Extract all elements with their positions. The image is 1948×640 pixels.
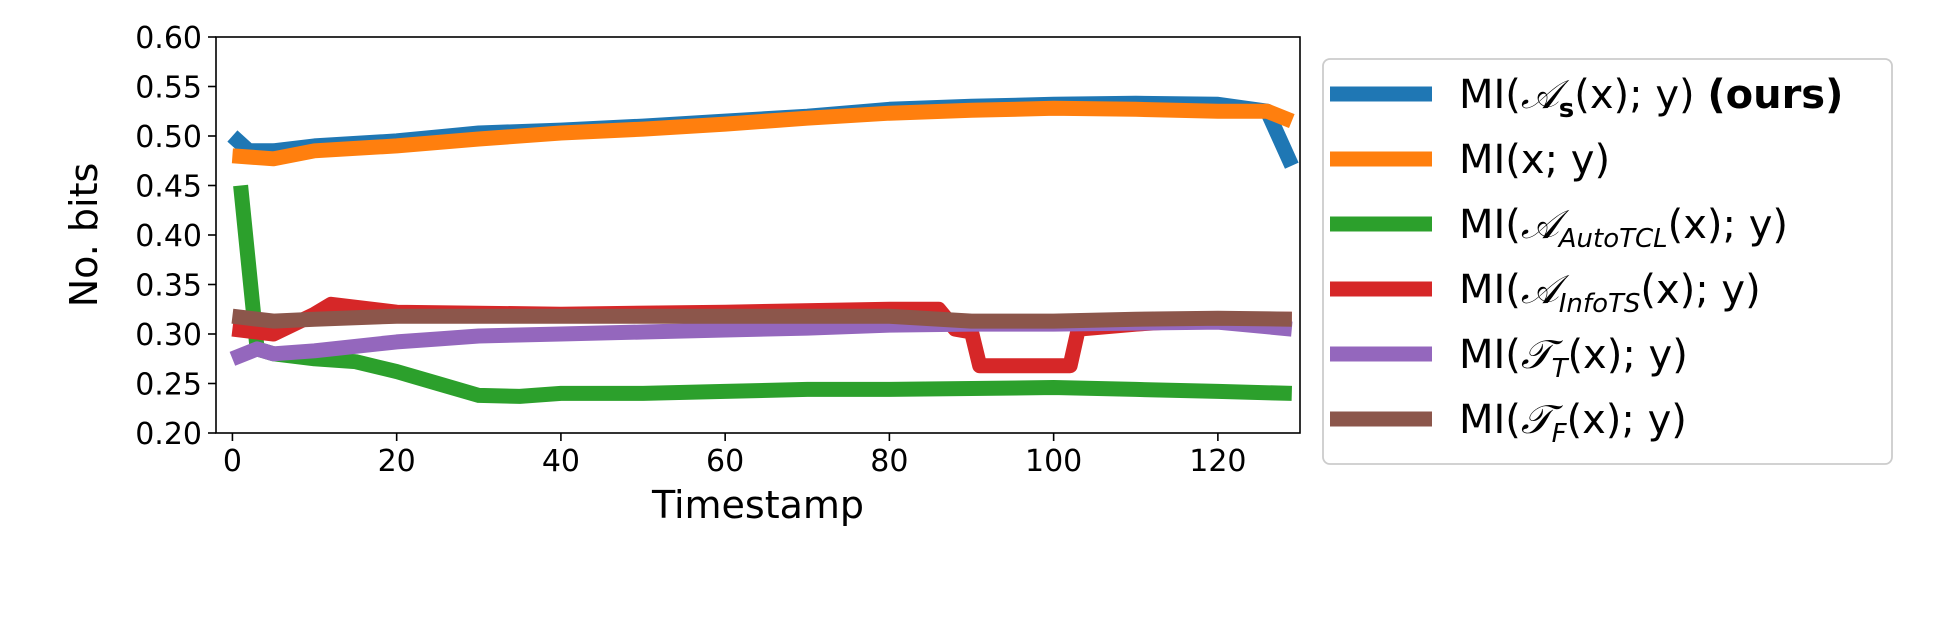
plot-lines [227,95,1299,404]
y-tick-label: 0.30 [135,318,202,353]
x-axis: 0 20 40 60 80 100 120 [223,433,1247,479]
y-tick-label: 0.25 [135,368,202,403]
series-line-tf [231,308,1292,329]
y-tick-label: 0.20 [135,417,202,452]
x-tick-label: 0 [223,444,242,479]
y-axis-label: No. bits [62,163,106,308]
legend-label-tf: MI(𝒯F(x); y) [1459,397,1687,449]
x-axis-label: Timestamp [651,483,864,527]
x-tick-label: 100 [1025,444,1082,479]
y-tick-label: 0.55 [135,71,202,106]
x-tick-label: 40 [542,444,580,479]
x-tick-label: 20 [378,444,416,479]
series-line-autotcl [233,184,1293,404]
legend-label-xy: MI(x; y) [1459,137,1610,183]
x-tick-label: 80 [870,444,908,479]
series-line-xy [231,100,1295,167]
legend-frame [1322,58,1893,465]
x-tick-label: 120 [1189,444,1246,479]
legend-label-tt: MI(𝒯T(x); y) [1459,332,1688,384]
series-line-tt [229,314,1293,366]
y-tick-label: 0.35 [135,269,202,304]
x-tick-label: 60 [706,444,744,479]
legend-label-infots: MI(𝒜InfoTS(x); y) [1459,267,1761,319]
y-tick-label: 0.45 [135,170,202,205]
y-tick-label: 0.40 [135,219,202,254]
legend: MI(𝒜s(x); y) (ours)MI(x; y)MI(𝒜AutoTCL(x… [1322,58,1893,465]
y-tick-label: 0.60 [135,21,202,56]
y-axis: 0.20 0.25 0.30 0.35 0.40 0.45 0.50 0.55 0.60 [135,21,216,452]
y-tick-label: 0.50 [135,120,202,155]
legend-label-as: MI(𝒜s(x); y) (ours) [1459,72,1843,124]
